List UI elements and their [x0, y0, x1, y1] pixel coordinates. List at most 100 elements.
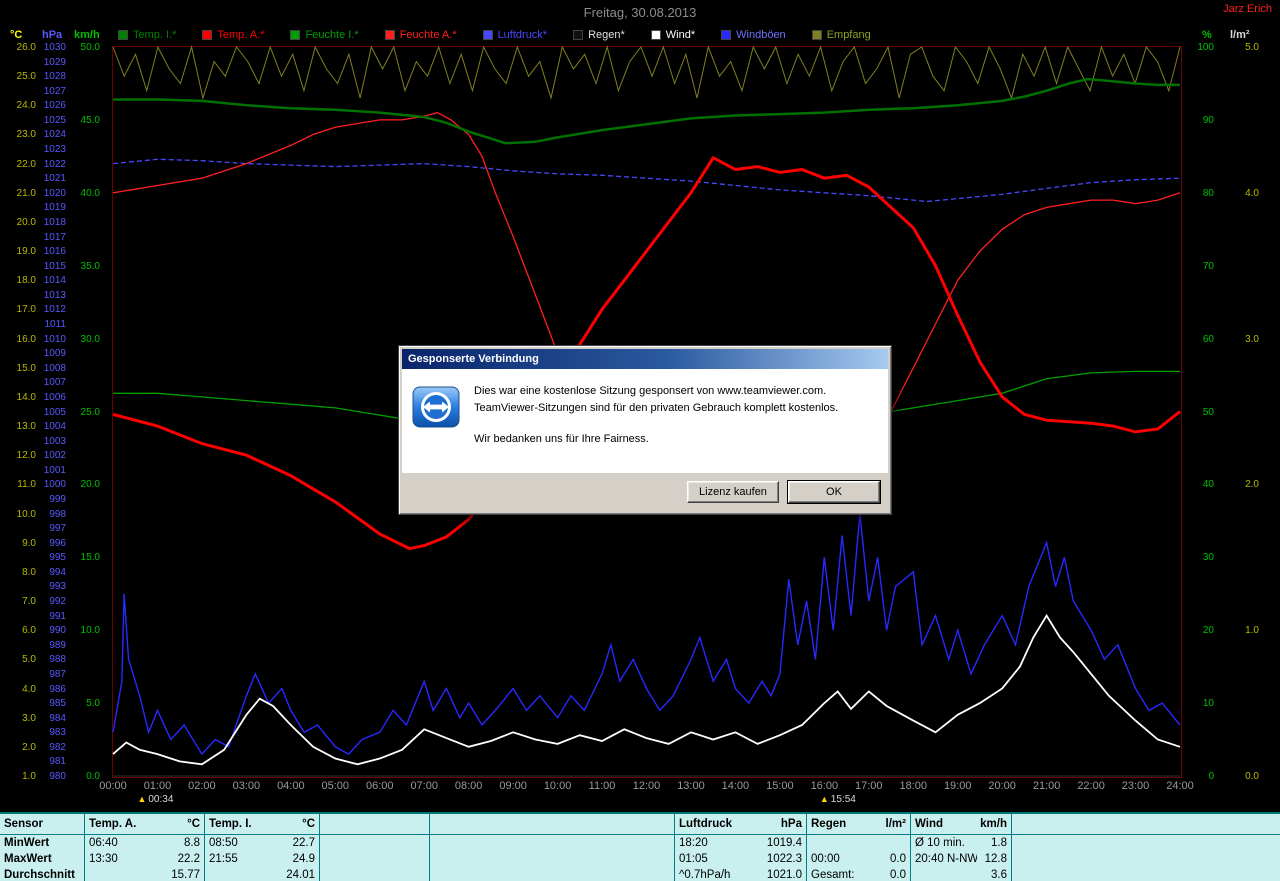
°C-axis-tick: 2.0	[22, 741, 36, 753]
stats-cell: 1021.0	[745, 867, 807, 881]
hPa-axis-tick: 1023	[43, 144, 66, 156]
km/h-axis-tick: 30.0	[80, 333, 100, 345]
time-axis-label: 12:00	[632, 780, 661, 792]
stats-cell	[320, 835, 430, 851]
stats-cell: Temp. I.	[209, 818, 252, 830]
°C-axis-tick: 11.0	[17, 479, 36, 491]
stats-cell: 1019.4	[745, 835, 807, 851]
time-axis-label: 21:00	[1032, 780, 1061, 792]
°C-axis-tick: 6.0	[22, 625, 36, 637]
hPa-axis-tick: 988	[49, 654, 66, 666]
hPa-axis-tick: 1000	[43, 479, 66, 491]
dialog-message: Dies war eine kostenlose Sitzung gespons…	[474, 383, 838, 461]
legend-item: Feuchte A.*	[384, 29, 457, 41]
stats-cell: Sensor	[0, 814, 85, 834]
dialog-title-bar[interactable]: Gesponserte Verbindung	[402, 349, 888, 369]
stats-cell	[320, 851, 430, 867]
legend-label: Feuchte A.*	[399, 29, 457, 41]
stats-cell	[85, 867, 147, 881]
°C-axis-tick: 9.0	[22, 537, 36, 549]
stats-cell: Temp. A.	[89, 818, 137, 830]
stats-cell: Gesamt:	[811, 869, 855, 881]
hPa-axis-tick: 1007	[43, 377, 66, 389]
stats-cell: 8.8	[147, 835, 205, 851]
stats-cell: 22.2	[147, 851, 205, 867]
stats-cell: 18:20	[679, 837, 708, 849]
hPa-axis-tick: 995	[49, 552, 66, 564]
time-axis-label: 23:00	[1121, 780, 1150, 792]
stats-cell: 15.77	[147, 867, 205, 881]
teamviewer-logo-icon	[412, 383, 460, 461]
ok-button[interactable]: OK	[788, 481, 880, 503]
time-axis-label: 15:00	[766, 780, 794, 792]
owner-name: Jarz Erich	[1223, 3, 1272, 15]
time-axis-label: 13:00	[677, 780, 705, 792]
sun-marker-time: 15:54	[830, 794, 856, 805]
stats-cell: 22.7	[262, 835, 320, 851]
axis-unit-label: km/h	[74, 29, 100, 41]
l/m²-axis-tick: 5.0	[1245, 42, 1259, 53]
hPa-axis-tick: 990	[49, 625, 66, 637]
stats-cell: 12.8	[977, 851, 1012, 867]
time-axis-label: 01:00	[143, 780, 172, 792]
stats-cell: l/m²	[862, 814, 911, 834]
axis-unit-label: %	[1202, 29, 1212, 41]
time-axis-label: 22:00	[1077, 780, 1105, 792]
stats-cell	[1012, 835, 1280, 851]
°C-axis-tick: 20.0	[16, 216, 36, 228]
hPa-axis-tick: 985	[49, 698, 66, 710]
hPa-axis-tick: 1014	[43, 275, 66, 287]
dialog-title: Gesponserte Verbindung	[408, 353, 539, 365]
°C-axis-tick: 21.0	[16, 187, 36, 199]
time-axis-label: 11:00	[588, 780, 616, 792]
sun-marker-time: 00:34	[148, 794, 174, 805]
legend-label: Feuchte I.*	[305, 29, 359, 41]
buy-license-button[interactable]: Lizenz kaufen	[687, 481, 779, 503]
legend-swatch-icon	[118, 30, 128, 40]
stats-cell: Durchschnitt	[0, 867, 85, 881]
stats-table: Sensor Temp. A. °C Temp. I. °C Luftdruck hPa Re…	[0, 812, 1280, 881]
hPa-axis-tick: 1015	[43, 260, 66, 272]
time-axis-label: 24:00	[1166, 780, 1194, 792]
l/m²-axis-tick: 2.0	[1245, 479, 1259, 491]
legend-item: Temp. I.*	[118, 29, 176, 41]
hPa-axis-tick: 998	[49, 508, 66, 520]
stats-cell	[807, 835, 862, 851]
l/m²-axis-tick: 0.0	[1245, 771, 1259, 782]
stats-cell: 24.9	[262, 851, 320, 867]
sun-time-marker: ▲ 15:54	[820, 794, 856, 805]
hPa-axis-tick: 1026	[43, 100, 66, 112]
legend-label: Wind*	[665, 29, 696, 41]
%-axis-tick: 80	[1202, 187, 1214, 199]
°C-axis-tick: 15.0	[16, 362, 36, 374]
time-axis-label: 18:00	[899, 780, 928, 792]
time-axis-label: 06:00	[365, 780, 394, 792]
°C-axis-tick: 24.0	[16, 100, 36, 112]
stats-cell: 0.0	[862, 867, 911, 881]
hPa-axis-tick: 1012	[43, 304, 66, 316]
stats-cell: 24.01	[262, 867, 320, 881]
hPa-axis-tick: 1002	[43, 450, 66, 462]
sun-marker-icon: ▲	[137, 794, 147, 804]
time-axis-label: 14:00	[721, 780, 750, 792]
stats-cell	[205, 867, 262, 881]
legend-label: Regen*	[588, 29, 625, 41]
stats-cell: Wind	[915, 818, 943, 830]
hPa-axis-tick: 1006	[43, 391, 66, 403]
°C-axis-tick: 8.0	[22, 566, 36, 578]
legend-swatch-icon	[811, 30, 822, 40]
stats-cell	[320, 867, 430, 881]
hPa-axis-tick: 1030	[43, 42, 66, 53]
hPa-axis-tick: 981	[49, 756, 66, 768]
stats-cell: MaxWert	[0, 851, 85, 867]
hPa-axis-tick: 989	[49, 639, 66, 651]
°C-axis-tick: 4.0	[22, 683, 36, 695]
sun-marker-icon: ▲	[819, 794, 829, 804]
time-axis-label: 17:00	[855, 780, 883, 792]
stats-cell	[1012, 814, 1280, 834]
dialog-line-3: Wir bedanken uns für Ihre Fairness.	[474, 433, 649, 446]
time-axis-label: 16:00	[810, 780, 839, 792]
km/h-axis-tick: 25.0	[80, 406, 100, 418]
hPa-axis-tick: 1004	[43, 421, 66, 433]
